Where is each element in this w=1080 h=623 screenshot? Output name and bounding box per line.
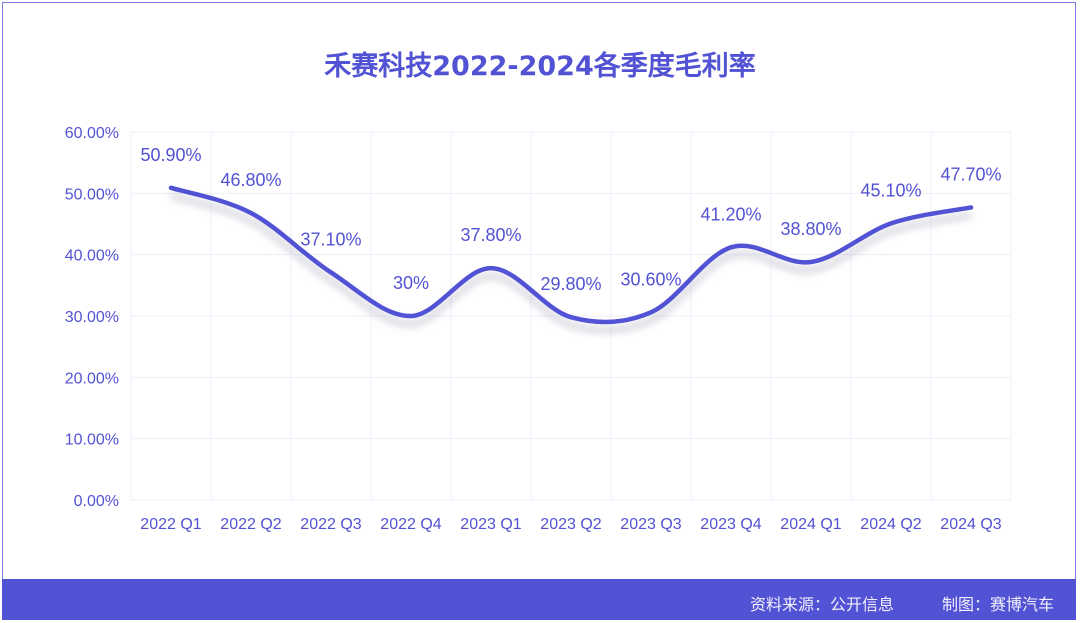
y-tick-label: 10.00% xyxy=(65,432,119,449)
series-line-shadow xyxy=(170,193,972,333)
x-tick-label: 2024 Q2 xyxy=(860,516,921,533)
y-tick-label: 50.00% xyxy=(65,186,119,203)
data-point xyxy=(409,314,413,318)
y-tick-label: 30.00% xyxy=(65,309,119,326)
credit-note: 制图：赛博汽车 xyxy=(942,595,1055,614)
data-label: 41.20% xyxy=(700,204,761,224)
footer-bar: 资料来源：公开信息 制图：赛博汽车 xyxy=(2,579,1076,620)
data-point xyxy=(249,210,253,215)
data-point xyxy=(729,245,733,250)
data-point xyxy=(329,270,333,275)
x-tick-label: 2023 Q3 xyxy=(620,516,681,533)
data-label: 30.60% xyxy=(620,269,681,289)
data-label: 46.80% xyxy=(220,170,281,190)
y-tick-label: 0.00% xyxy=(74,493,119,510)
y-tick-label: 20.00% xyxy=(65,370,119,387)
chart-title: 禾赛科技2022-2024各季度毛利率 xyxy=(324,51,756,82)
source-note: 资料来源：公开信息 xyxy=(750,595,895,614)
x-tick-label: 2023 Q1 xyxy=(460,516,521,533)
x-tick-label: 2022 Q3 xyxy=(300,516,361,533)
x-tick-label: 2022 Q2 xyxy=(220,516,281,533)
y-tick-label: 60.00% xyxy=(65,125,119,142)
data-label: 47.70% xyxy=(940,164,1001,184)
data-label: 45.10% xyxy=(860,180,921,200)
data-point xyxy=(889,221,893,226)
data-label: 50.90% xyxy=(140,145,201,165)
data-label: 38.80% xyxy=(780,219,841,239)
x-tick-label: 2024 Q3 xyxy=(940,516,1001,533)
x-tick-label: 2023 Q2 xyxy=(540,516,601,533)
x-tick-label: 2023 Q4 xyxy=(700,516,761,533)
data-label: 37.80% xyxy=(460,225,521,245)
data-label: 37.10% xyxy=(300,229,361,249)
data-point xyxy=(169,185,173,190)
x-tick-label: 2024 Q1 xyxy=(780,516,841,533)
data-point xyxy=(969,205,973,210)
x-tick-label: 2022 Q4 xyxy=(380,516,441,533)
y-tick-label: 40.00% xyxy=(65,248,119,265)
data-point xyxy=(489,266,493,271)
data-point xyxy=(569,315,573,320)
data-point xyxy=(809,260,813,265)
data-label: 30% xyxy=(393,273,429,293)
data-label: 29.80% xyxy=(540,274,601,294)
x-tick-label: 2022 Q1 xyxy=(140,516,201,533)
data-point xyxy=(649,310,653,315)
